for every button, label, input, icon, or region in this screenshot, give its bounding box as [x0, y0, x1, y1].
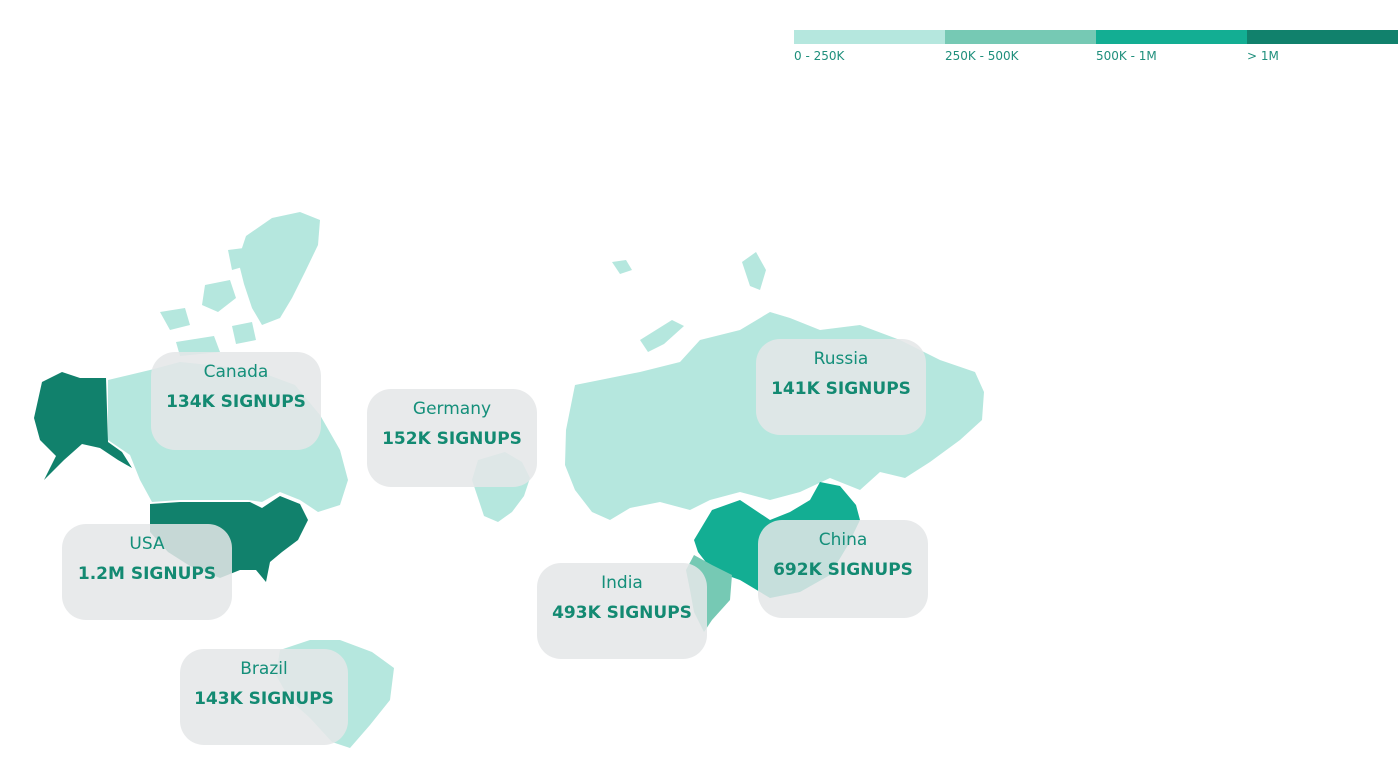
region-name: USA	[129, 534, 165, 554]
legend-label: 250K - 500K	[945, 49, 1019, 63]
region-name: Canada	[203, 362, 269, 382]
russia-arctic-shape	[640, 320, 684, 352]
legend-item-500k-1m: 500K - 1M	[1096, 30, 1247, 63]
region-value: 141K SIGNUPS	[771, 379, 911, 399]
region-label-india: India 493K SIGNUPS	[537, 563, 707, 659]
legend-item-0-250k: 0 - 250K	[794, 30, 945, 63]
region-label-germany: Germany 152K SIGNUPS	[367, 389, 537, 487]
region-name: Russia	[813, 349, 869, 369]
region-value: 493K SIGNUPS	[552, 603, 692, 623]
alaska-shape	[34, 372, 132, 480]
region-value: 692K SIGNUPS	[773, 560, 913, 580]
legend: 0 - 250K 250K - 500K 500K - 1M > 1M	[794, 30, 1398, 70]
legend-item-250k-500k: 250K - 500K	[945, 30, 1096, 63]
legend-item-over-1m: > 1M	[1247, 30, 1398, 63]
region-label-brazil: Brazil 143K SIGNUPS	[180, 649, 348, 745]
legend-swatch	[945, 30, 1096, 44]
region-name: Brazil	[240, 659, 288, 679]
greenland-shape	[238, 212, 320, 325]
region-value: 143K SIGNUPS	[194, 689, 334, 709]
legend-label: 500K - 1M	[1096, 49, 1157, 63]
legend-swatch	[794, 30, 945, 44]
region-label-china: China 692K SIGNUPS	[758, 520, 928, 618]
arctic-islands-shape	[160, 248, 256, 356]
legend-swatch	[1247, 30, 1398, 44]
novaya-zemlya-shape	[742, 252, 766, 290]
region-name: China	[818, 530, 868, 550]
region-name: India	[601, 573, 643, 593]
scandinavia-shape	[612, 260, 632, 274]
region-label-usa: USA 1.2M SIGNUPS	[62, 524, 232, 620]
region-value: 134K SIGNUPS	[166, 392, 306, 412]
region-value: 152K SIGNUPS	[382, 429, 522, 449]
legend-label: > 1M	[1247, 49, 1279, 63]
region-label-russia: Russia 141K SIGNUPS	[756, 339, 926, 435]
region-value: 1.2M SIGNUPS	[77, 564, 217, 584]
legend-label: 0 - 250K	[794, 49, 845, 63]
legend-swatch	[1096, 30, 1247, 44]
region-name: Germany	[412, 399, 492, 419]
region-label-canada: Canada 134K SIGNUPS	[151, 352, 321, 450]
